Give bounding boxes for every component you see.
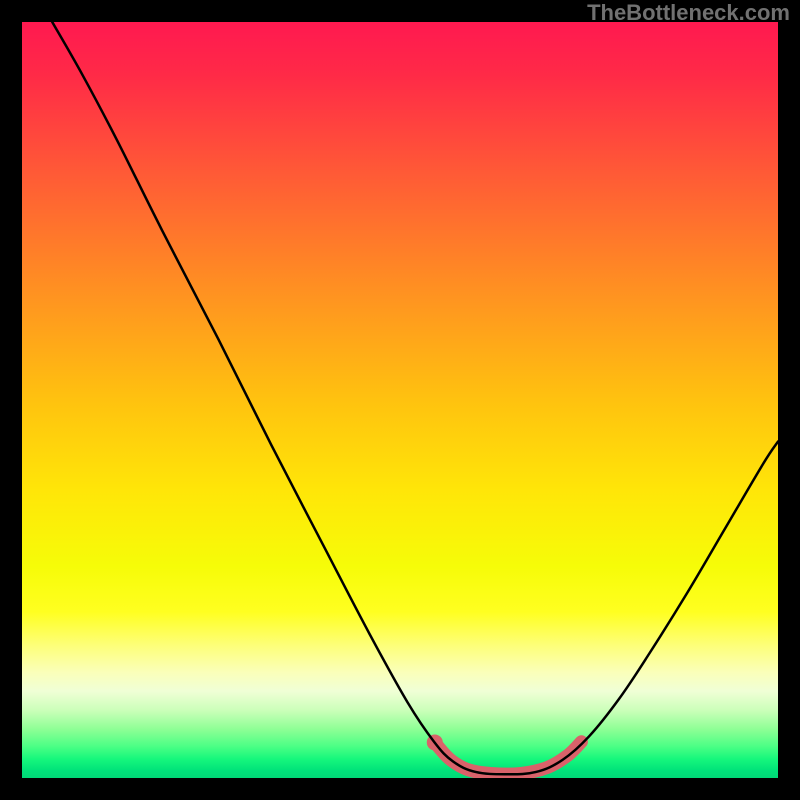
gradient-background [22, 22, 778, 778]
chart-frame: TheBottleneck.com [0, 0, 800, 800]
watermark-text: TheBottleneck.com [587, 0, 790, 26]
plot-area [22, 22, 778, 778]
chart-svg [22, 22, 778, 778]
